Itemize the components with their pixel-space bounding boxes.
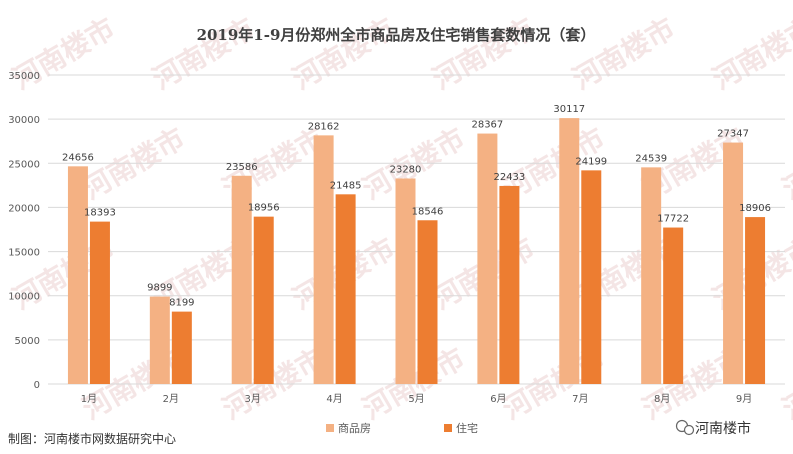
watermark-text: 河南楼市 bbox=[287, 11, 401, 96]
y-tick-label: 35000 bbox=[8, 71, 40, 82]
bar-residential bbox=[581, 170, 602, 384]
watermark-text: 河南楼市 bbox=[427, 11, 541, 96]
x-tick-label: 3月 bbox=[245, 393, 261, 405]
bar-commercial bbox=[723, 142, 744, 384]
x-tick-label: 1月 bbox=[81, 393, 97, 405]
x-tick-label: 4月 bbox=[326, 393, 342, 405]
grid bbox=[48, 74, 785, 385]
y-tick-label: 5000 bbox=[15, 336, 40, 347]
x-tick-label: 2月 bbox=[163, 393, 179, 405]
y-tick-label: 0 bbox=[34, 380, 40, 391]
bar-commercial bbox=[313, 135, 334, 384]
data-label: 17722 bbox=[657, 214, 689, 225]
credit-text: 制图：河南楼市网数据研究中心 bbox=[8, 431, 176, 446]
data-label: 24539 bbox=[635, 153, 667, 164]
bar-commercial bbox=[395, 178, 416, 384]
watermark-text: 河南楼市 bbox=[567, 11, 681, 96]
x-tick-label: 6月 bbox=[490, 393, 506, 405]
data-label: 21485 bbox=[330, 180, 362, 191]
bar-residential bbox=[253, 216, 274, 384]
bar-residential bbox=[89, 221, 110, 384]
legend-swatch bbox=[326, 424, 334, 432]
data-label: 28162 bbox=[308, 121, 340, 132]
y-tick-label: 15000 bbox=[8, 248, 40, 259]
bar-residential bbox=[499, 185, 520, 384]
brand-name: 河南楼市 bbox=[695, 420, 751, 437]
bar-commercial bbox=[67, 166, 88, 384]
bar-commercial bbox=[559, 118, 580, 384]
legend-label: 商品房 bbox=[338, 421, 371, 435]
wechat-icon bbox=[675, 419, 695, 436]
y-tick-label: 25000 bbox=[8, 159, 40, 170]
bar-residential bbox=[171, 311, 192, 384]
data-label: 22433 bbox=[493, 172, 525, 183]
brand: 河南楼市 bbox=[675, 419, 751, 437]
x-axis: 1月 2月 3月 4月 5月 6月 7月 8月 9月 bbox=[81, 393, 752, 405]
data-label: 24199 bbox=[575, 156, 607, 167]
bar-commercial bbox=[641, 167, 662, 384]
data-label: 30117 bbox=[553, 104, 585, 115]
chart-title: 2019年1-9月份郑州全市商品房及住宅销售套数情况（套） bbox=[197, 26, 596, 44]
x-tick-label: 7月 bbox=[572, 393, 588, 405]
bar-commercial bbox=[231, 175, 252, 384]
bars bbox=[67, 118, 766, 384]
legend-swatch bbox=[444, 424, 452, 432]
bar-residential bbox=[663, 227, 684, 384]
data-label: 18956 bbox=[248, 203, 280, 214]
data-labels: 24656 18393 9899 8199 23586 18956 28162 21485 23… bbox=[62, 104, 771, 309]
y-tick-label: 20000 bbox=[8, 203, 40, 214]
data-label: 18906 bbox=[739, 203, 771, 214]
bar-residential bbox=[417, 220, 438, 384]
legend: 商品房 住宅 bbox=[326, 421, 478, 435]
data-label: 23280 bbox=[390, 164, 422, 175]
data-label: 23586 bbox=[226, 162, 258, 173]
data-label: 27347 bbox=[717, 129, 749, 140]
bar-residential bbox=[745, 217, 766, 384]
data-label: 18546 bbox=[412, 206, 444, 217]
x-tick-label: 5月 bbox=[408, 393, 424, 405]
data-label: 24656 bbox=[62, 152, 94, 163]
data-label: 8199 bbox=[169, 298, 194, 309]
data-label: 9899 bbox=[147, 283, 172, 294]
watermark-text: 河南楼市 bbox=[707, 11, 793, 96]
x-tick-label: 8月 bbox=[654, 393, 670, 405]
bar-residential bbox=[335, 194, 356, 384]
y-tick-label: 10000 bbox=[8, 292, 40, 303]
x-tick-label: 9月 bbox=[736, 393, 752, 405]
data-label: 28367 bbox=[471, 120, 503, 131]
watermark-text: 河南楼市 bbox=[7, 11, 121, 96]
watermark-text: 河南楼市 bbox=[147, 11, 261, 96]
legend-label: 住宅 bbox=[456, 421, 478, 435]
y-axis: 0 5000 10000 15000 20000 25000 30000 35000 bbox=[8, 71, 40, 391]
bar-commercial bbox=[149, 296, 170, 384]
bar-commercial bbox=[477, 133, 498, 384]
y-tick-label: 30000 bbox=[8, 115, 40, 126]
data-label: 18393 bbox=[84, 208, 116, 219]
